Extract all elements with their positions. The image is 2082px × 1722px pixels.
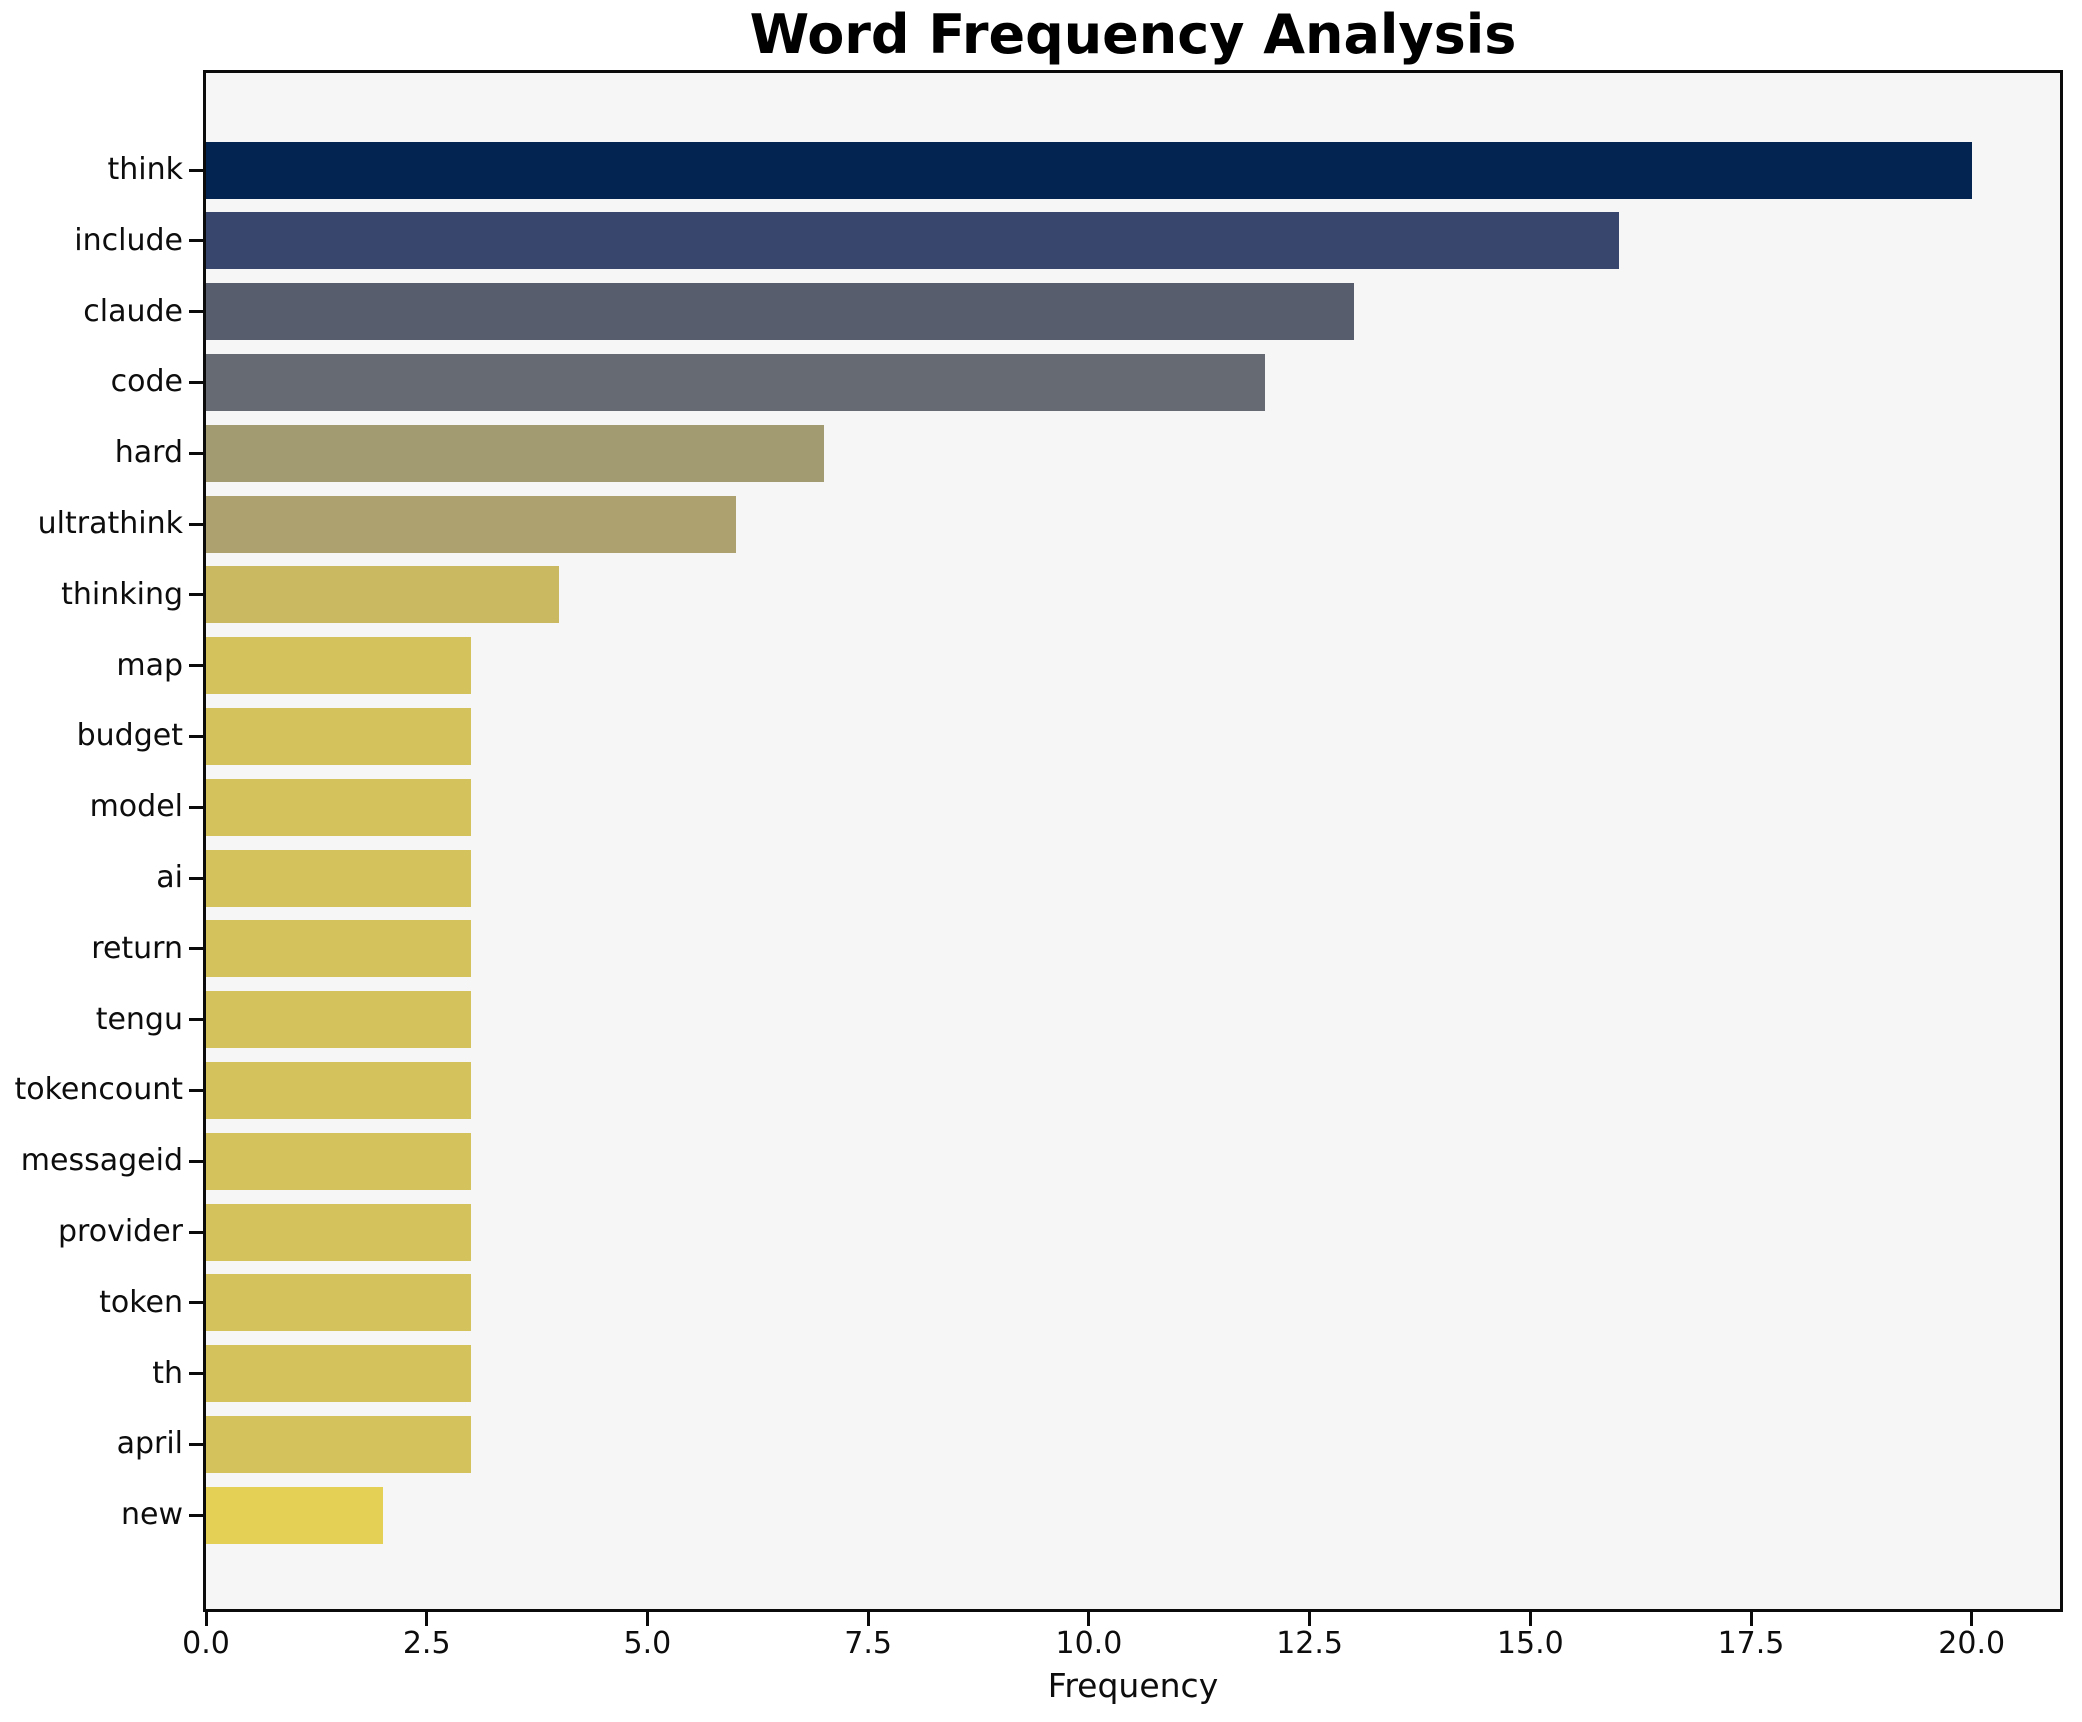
bar-hard xyxy=(206,424,824,482)
ytick-label-provider: provider xyxy=(58,1214,183,1249)
ytick-mark xyxy=(189,876,203,880)
ytick-mark xyxy=(189,1230,203,1234)
xtick-label-20.0: 20.0 xyxy=(1938,1626,2006,1661)
ytick-mark xyxy=(189,451,203,455)
xtick-label-15.0: 15.0 xyxy=(1496,1626,1564,1661)
xtick-label-7.5: 7.5 xyxy=(844,1626,892,1661)
ytick-label-return: return xyxy=(91,930,183,966)
ytick-mark xyxy=(189,380,203,384)
bar-include xyxy=(206,212,1619,270)
x-axis-label: Frequency xyxy=(1047,1666,1219,1705)
bar-code xyxy=(206,353,1266,411)
xtick-mark xyxy=(1970,1612,1974,1626)
bar-model xyxy=(206,778,471,836)
ytick-label-tengu: tengu xyxy=(95,1001,183,1037)
ytick-mark xyxy=(189,239,203,243)
chart-title: Word Frequency Analysis xyxy=(749,3,1517,66)
ytick-label-token: token xyxy=(99,1284,183,1320)
ytick-mark xyxy=(189,1372,203,1376)
ytick-label-ultrathink: ultrathink xyxy=(37,506,183,541)
bar-return xyxy=(206,920,471,978)
bar-new xyxy=(206,1486,383,1544)
xtick-label-0.0: 0.0 xyxy=(182,1626,230,1661)
ytick-label-hard: hard xyxy=(114,435,183,471)
ytick-label-claude: claude xyxy=(83,293,183,329)
ytick-mark xyxy=(189,593,203,597)
ytick-label-include: include xyxy=(74,222,183,258)
bar-tengu xyxy=(206,991,471,1049)
ytick-mark xyxy=(189,805,203,809)
xtick-label-2.5: 2.5 xyxy=(402,1626,451,1661)
ytick-label-ai: ai xyxy=(156,860,183,895)
xtick-label-12.5: 12.5 xyxy=(1276,1626,1343,1661)
ytick-mark xyxy=(189,310,203,314)
bar-token xyxy=(206,1274,471,1332)
ytick-mark xyxy=(189,947,203,951)
xtick-mark xyxy=(866,1612,870,1626)
ytick-mark xyxy=(189,522,203,526)
ytick-mark xyxy=(189,734,203,738)
bar-think xyxy=(206,141,1972,199)
bar-tokencount xyxy=(206,1061,471,1119)
bar-messageid xyxy=(206,1132,471,1190)
ytick-mark xyxy=(189,168,203,172)
bar-claude xyxy=(206,283,1354,341)
bar-provider xyxy=(206,1203,471,1261)
xtick-mark xyxy=(1749,1612,1753,1626)
bar-april xyxy=(206,1415,471,1473)
ytick-mark xyxy=(189,1159,203,1163)
bar-budget xyxy=(206,707,471,765)
ytick-mark xyxy=(189,1513,203,1517)
ytick-mark xyxy=(189,1301,203,1305)
plot-area xyxy=(203,70,2063,1612)
xtick-mark xyxy=(1528,1612,1532,1626)
xtick-label-10.0: 10.0 xyxy=(1055,1626,1123,1661)
ytick-label-tokencount: tokencount xyxy=(14,1072,183,1108)
bar-map xyxy=(206,637,471,695)
bar-th xyxy=(206,1345,471,1403)
ytick-label-messageid: messageid xyxy=(20,1143,183,1179)
ytick-mark xyxy=(189,1442,203,1446)
xtick-mark xyxy=(645,1612,649,1626)
xtick-mark xyxy=(425,1612,429,1626)
xtick-mark xyxy=(204,1612,208,1626)
ytick-label-think: think xyxy=(107,152,184,187)
xtick-mark xyxy=(1087,1612,1091,1626)
bar-thinking xyxy=(206,566,560,624)
ytick-label-budget: budget xyxy=(76,718,183,754)
ytick-label-model: model xyxy=(89,789,183,825)
ytick-mark xyxy=(189,1088,203,1092)
bar-ultrathink xyxy=(206,495,736,553)
ytick-label-th: th xyxy=(152,1355,183,1391)
bar-ai xyxy=(206,849,471,907)
ytick-label-thinking: thinking xyxy=(61,576,183,612)
ytick-mark xyxy=(189,664,203,668)
xtick-label-17.5: 17.5 xyxy=(1717,1626,1785,1661)
xtick-mark xyxy=(1308,1612,1312,1626)
ytick-label-map: map xyxy=(116,647,183,683)
ytick-label-new: new xyxy=(120,1497,183,1533)
ytick-mark xyxy=(189,1018,203,1022)
ytick-label-code: code xyxy=(110,364,183,400)
xtick-label-5.0: 5.0 xyxy=(623,1626,672,1661)
ytick-label-april: april xyxy=(116,1426,183,1462)
